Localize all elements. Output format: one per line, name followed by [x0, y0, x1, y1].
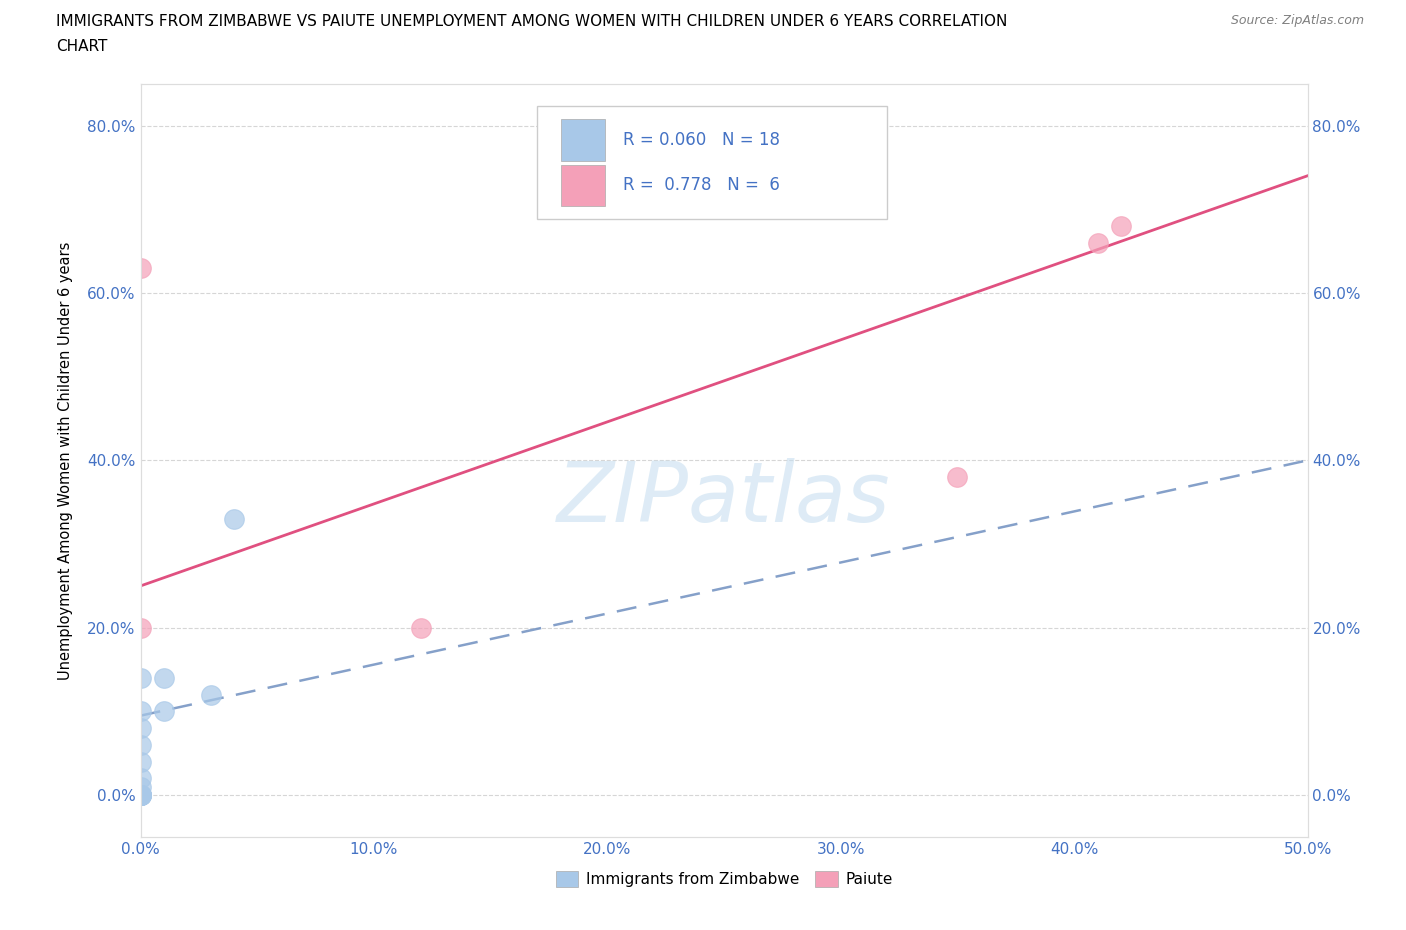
Point	[129, 620, 152, 635]
Point	[1087, 235, 1109, 250]
Point	[129, 737, 152, 752]
Text: ZIPatlas: ZIPatlas	[557, 458, 891, 538]
Point	[129, 754, 152, 769]
Point	[129, 704, 152, 719]
Point	[129, 788, 152, 803]
Point	[153, 704, 176, 719]
Text: IMMIGRANTS FROM ZIMBABWE VS PAIUTE UNEMPLOYMENT AMONG WOMEN WITH CHILDREN UNDER : IMMIGRANTS FROM ZIMBABWE VS PAIUTE UNEMP…	[56, 14, 1008, 29]
Text: Source: ZipAtlas.com: Source: ZipAtlas.com	[1230, 14, 1364, 27]
Point	[153, 671, 176, 685]
Point	[129, 788, 152, 803]
Point	[129, 771, 152, 786]
Point	[129, 260, 152, 275]
Bar	[561, 165, 605, 206]
Point	[129, 788, 152, 803]
Point	[200, 687, 222, 702]
Point	[129, 788, 152, 803]
Point	[409, 620, 432, 635]
Text: CHART: CHART	[56, 39, 108, 54]
Point	[1109, 219, 1132, 233]
Point	[129, 788, 152, 803]
Point	[222, 512, 245, 526]
Point	[129, 721, 152, 736]
Point	[129, 779, 152, 794]
Point	[129, 671, 152, 685]
Bar	[561, 119, 605, 161]
Y-axis label: Unemployment Among Women with Children Under 6 years: Unemployment Among Women with Children U…	[59, 241, 73, 680]
Point	[129, 788, 152, 803]
Text: R = 0.060   N = 18: R = 0.060 N = 18	[623, 131, 779, 149]
Point	[946, 470, 969, 485]
Legend: Immigrants from Zimbabwe, Paiute: Immigrants from Zimbabwe, Paiute	[550, 865, 898, 894]
Text: R =  0.778   N =  6: R = 0.778 N = 6	[623, 177, 779, 194]
Point	[129, 788, 152, 803]
Bar	[537, 106, 887, 219]
